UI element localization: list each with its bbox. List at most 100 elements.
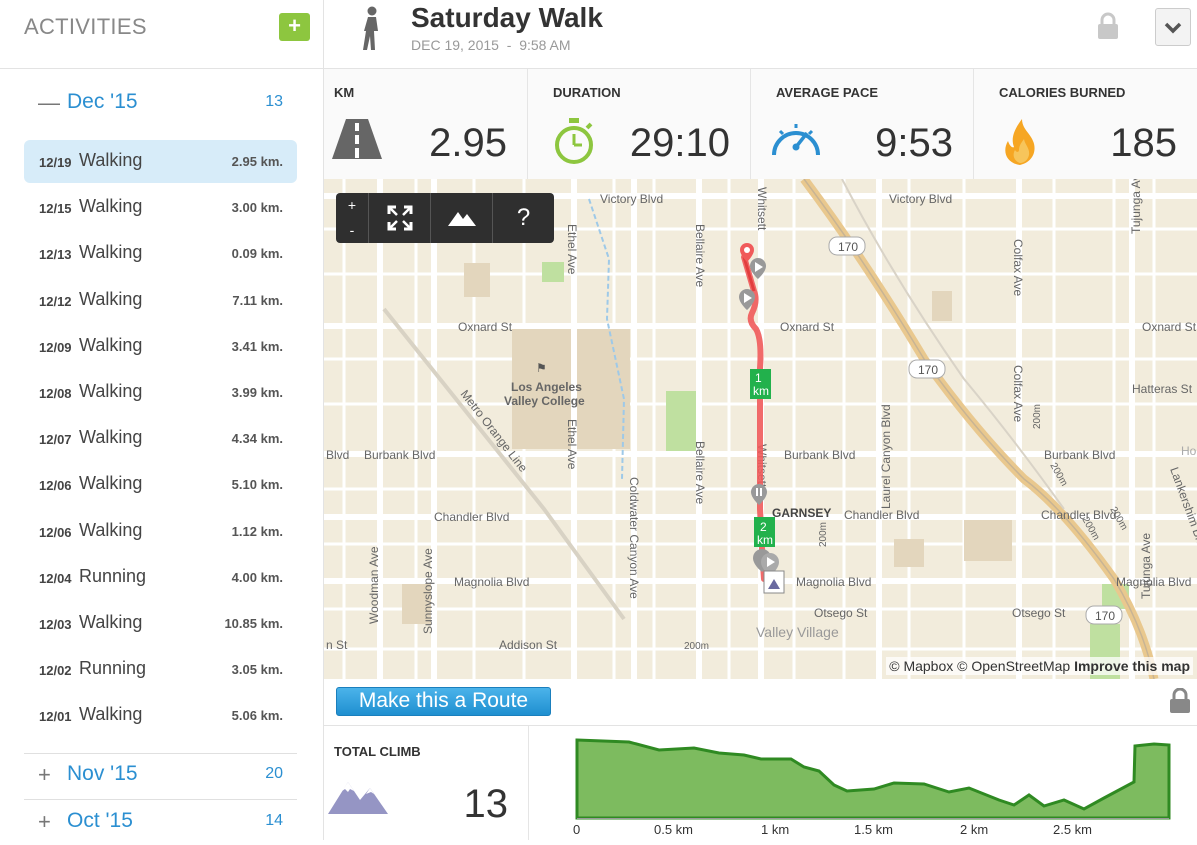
map-label: Colfax Ave (1011, 365, 1025, 422)
route-row: Make this a Route (324, 680, 1197, 726)
highway-shield-label: 170 (838, 240, 858, 254)
map-label: n St (326, 638, 348, 652)
x-axis (577, 818, 1169, 819)
fullscreen-button[interactable] (369, 193, 431, 243)
month-name: Dec '15 (67, 90, 138, 113)
km-marker-1: 1 km (750, 369, 771, 399)
stat-duration: DURATION 29:10 (528, 69, 751, 179)
activity-list-item[interactable]: 12/19 Walking 2.95 km. (24, 140, 297, 183)
speedometer-icon (772, 124, 820, 156)
activity-header: Saturday Walk DEC 19, 2015 - 9:58 AM (324, 0, 1197, 69)
activity-type: Walking (79, 427, 143, 448)
activity-date: 12/13 (39, 247, 72, 263)
map-label: Ethel Ave (565, 224, 579, 275)
map-label: Chandler Blvd (844, 508, 919, 522)
pause-marker-icon[interactable] (751, 484, 767, 505)
x-tick-label: 2 km (960, 822, 988, 837)
activity-list-item[interactable]: 12/08 Walking 3.99 km. (24, 371, 297, 414)
activity-type: Walking (79, 288, 143, 309)
activity-distance: 2.95 km. (231, 154, 283, 169)
highway-shields: 170 170 170 (828, 236, 1123, 625)
month-name: Oct '15 (67, 809, 133, 832)
make-route-button[interactable]: Make this a Route (336, 687, 551, 716)
map-label: Ethel Ave (565, 419, 579, 470)
activity-date: 12/12 (39, 293, 72, 309)
activity-distance: 7.11 km. (232, 292, 283, 308)
activity-type: Walking (79, 473, 143, 494)
add-activity-button[interactable]: + (279, 13, 310, 41)
options-dropdown-button[interactable] (1155, 8, 1191, 46)
map-label: GARNSEY (772, 506, 831, 520)
activity-list-item[interactable]: 12/02 Running 3.05 km. (24, 648, 297, 691)
activity-list-item[interactable]: 12/01 Walking 5.06 km. (24, 694, 297, 737)
stat-value: 13 (463, 782, 509, 826)
month-count: 20 (265, 765, 283, 782)
waypoint-marker-icon[interactable] (750, 258, 766, 279)
activity-list-item[interactable]: 12/09 Walking 3.41 km. (24, 325, 297, 368)
map-label: Oxnard St (780, 320, 835, 334)
activity-list-item[interactable]: 12/07 Walking 4.34 km. (24, 417, 297, 460)
stat-km: KM 2.95 (324, 69, 528, 179)
improve-map-link[interactable]: Improve this map (1074, 658, 1190, 674)
activity-list-item[interactable]: 12/12 Walking 7.11 km. (24, 279, 297, 322)
activity-list-item[interactable]: 12/06 Walking 5.10 km. (24, 463, 297, 506)
waypoint-marker-icon[interactable] (739, 289, 755, 310)
activity-date: 12/06 (39, 524, 72, 540)
activity-list-item[interactable]: 12/06 Walking 1.12 km. (24, 510, 297, 553)
map-label: Valley Village (756, 624, 839, 640)
map-label: Woodman Ave (367, 546, 381, 624)
activity-type: Walking (79, 612, 143, 632)
map-label: Bellaire Ave (693, 224, 707, 287)
stat-value: 185 (1110, 121, 1177, 165)
activity-distance: 4.00 km. (231, 569, 283, 585)
datetime-separator: - (506, 37, 512, 53)
activity-distance: 3.05 km. (231, 662, 283, 678)
map-label: Otsego St (814, 606, 868, 620)
zoom-out-button[interactable]: - (349, 222, 355, 238)
month-header-oct[interactable]: + Oct '15 14 (24, 799, 297, 845)
finish-marker-icon[interactable] (763, 570, 785, 594)
month-header-nov[interactable]: + Nov '15 20 (24, 752, 297, 798)
total-climb-stat: TOTAL CLIMB 13 (324, 726, 529, 840)
stat-value: 29:10 (629, 121, 730, 165)
activity-distance: 5.10 km. (231, 477, 283, 493)
sidebar-title: ACTIVITIES (24, 14, 147, 39)
month-name: Nov '15 (67, 762, 138, 785)
stats-bar: KM 2.95 DURATION 29:10 AVERAGE PACE 9:53… (324, 69, 1197, 179)
activity-list-item[interactable]: 12/03 Walking 10.85 km. (24, 602, 297, 645)
road-icon (332, 119, 382, 159)
map-label: Burbank Blvd (784, 448, 855, 462)
expand-icon: + (38, 809, 51, 834)
help-button[interactable]: ? (516, 204, 531, 231)
map-label: 200m (818, 522, 829, 547)
map-label: Otsego St (1012, 606, 1066, 620)
lock-icon[interactable] (1169, 688, 1191, 714)
elevation-area (575, 738, 1171, 820)
map-attribution: © Mapbox © OpenStreetMap Improve this ma… (886, 657, 1193, 675)
activity-list-item[interactable]: 12/13 Walking 0.09 km. (24, 232, 297, 275)
activity-date: 12/01 (39, 709, 72, 725)
lock-icon[interactable] (1096, 12, 1120, 40)
activity-list-item[interactable]: 12/04 Running 4.00 km. (24, 556, 297, 599)
activity-date: DEC 19, 2015 (411, 37, 499, 53)
stat-label: DURATION (553, 85, 621, 100)
map-canvas[interactable]: Victory Blvd Victory Blvd Oxnard St Oxna… (324, 179, 1197, 679)
svg-text:⚑: ⚑ (536, 361, 547, 375)
flame-icon (1005, 119, 1035, 165)
route-map[interactable]: Victory Blvd Victory Blvd Oxnard St Oxna… (324, 179, 1197, 679)
activity-list-item[interactable]: 12/15 Walking 3.00 km. (24, 186, 297, 229)
map-label: Burbank Blvd (364, 448, 435, 462)
map-label: Chandler Blvd (1041, 508, 1116, 522)
stat-label: KM (334, 85, 355, 100)
activity-distance: 1.12 km. (231, 523, 283, 539)
elevation-chart[interactable]: 0 0.5 km 1 km 1.5 km 2 km 2.5 km (529, 726, 1197, 840)
month-header-dec[interactable]: — Dec '15 13 (24, 80, 297, 126)
terrain-button[interactable] (431, 193, 493, 243)
activity-type: Walking (79, 381, 143, 401)
activity-type: Running (79, 565, 147, 586)
waypoint-marker-icon[interactable] (753, 549, 779, 576)
zoom-in-button[interactable]: + (347, 197, 357, 213)
x-tick-label: 0.5 km (654, 822, 693, 837)
fullscreen-icon (387, 205, 412, 231)
map-label: 200m (1047, 461, 1069, 488)
